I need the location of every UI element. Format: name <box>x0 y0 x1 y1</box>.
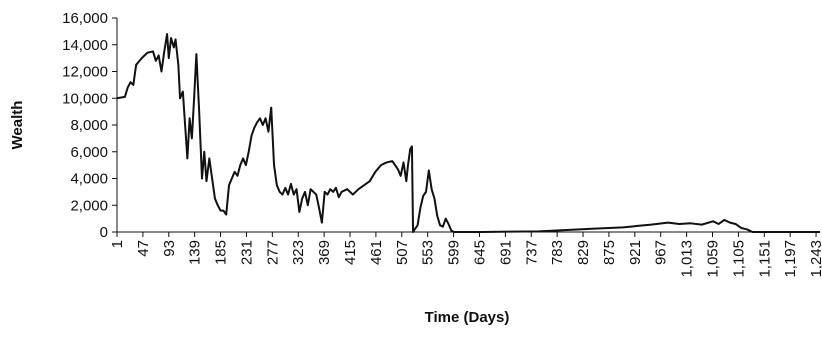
y-axis-title: Wealth <box>9 101 26 150</box>
x-tick-label: 875 <box>601 240 618 265</box>
x-tick-label: 783 <box>549 240 566 265</box>
x-tick-label: 47 <box>135 240 152 257</box>
y-tick-label: 14,000 <box>62 37 108 54</box>
x-tick-label: 1,059 <box>704 240 721 278</box>
x-tick-label: 829 <box>575 240 592 265</box>
x-tick-label: 599 <box>446 240 463 265</box>
y-tick-label: 4,000 <box>70 171 108 188</box>
x-tick-label: 461 <box>368 240 385 265</box>
y-tick-label: 0 <box>100 224 108 241</box>
x-tick-label: 1,105 <box>730 240 747 278</box>
x-tick-label: 1 <box>109 240 126 248</box>
x-tick-label: 415 <box>342 240 359 265</box>
x-tick-label: 231 <box>238 240 255 265</box>
y-tick-label: 12,000 <box>62 64 108 81</box>
x-tick-label: 1,243 <box>808 240 822 278</box>
x-tick-label: 553 <box>420 240 437 265</box>
x-tick-label: 691 <box>497 240 514 265</box>
x-tick-label: 185 <box>213 240 230 265</box>
x-axis-title: Time (Days) <box>425 309 510 326</box>
y-tick-label: 10,000 <box>62 90 108 107</box>
x-tick-label: 1,151 <box>756 240 773 278</box>
y-tick-label: 2,000 <box>70 197 108 214</box>
x-tick-label: 921 <box>627 240 644 265</box>
x-tick-label: 645 <box>471 240 488 265</box>
x-tick-label: 737 <box>523 240 540 265</box>
x-tick-label: 323 <box>290 240 307 265</box>
y-tick-label: 6,000 <box>70 144 108 161</box>
x-tick-label: 93 <box>161 240 178 257</box>
y-tick-label: 8,000 <box>70 117 108 134</box>
x-tick-label: 967 <box>653 240 670 265</box>
x-tick-label: 139 <box>187 240 204 265</box>
x-tick-label: 1,013 <box>679 240 696 278</box>
y-tick-label: 16,000 <box>62 10 108 27</box>
x-tick-label: 1,197 <box>782 240 799 278</box>
x-tick-label: 369 <box>316 240 333 265</box>
x-tick-label: 277 <box>264 240 281 265</box>
data-line <box>116 33 820 233</box>
x-tick-label: 507 <box>394 240 411 265</box>
